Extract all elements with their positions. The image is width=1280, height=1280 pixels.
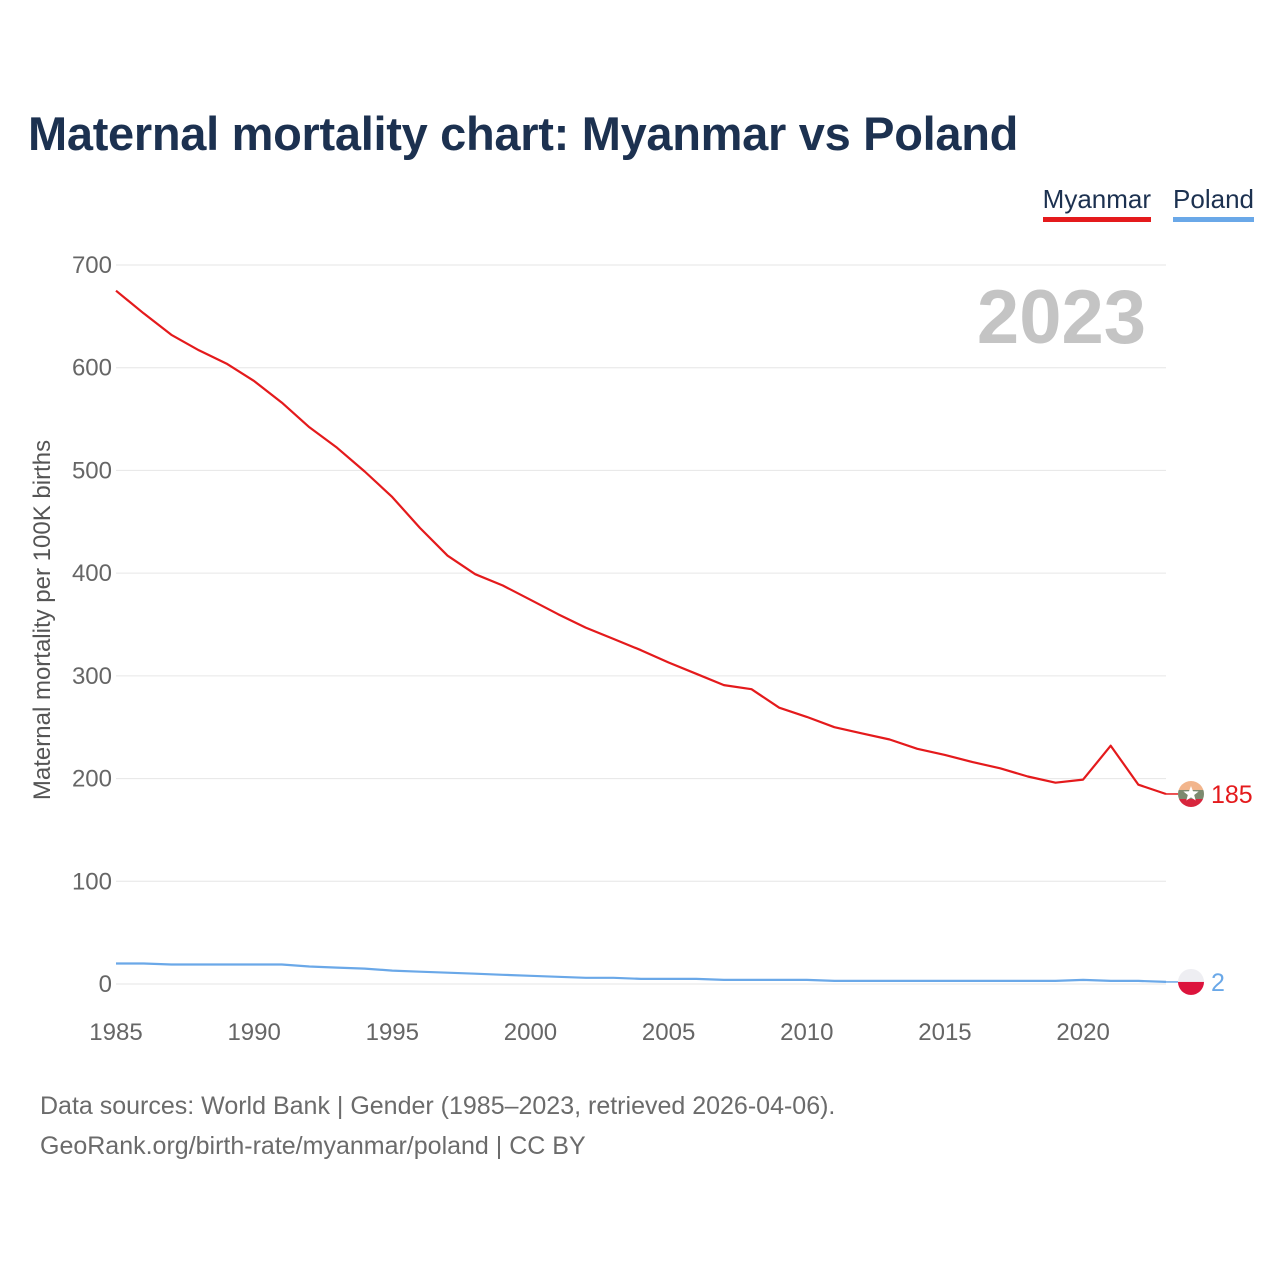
- x-tick-label-2000: 2000: [504, 1019, 557, 1046]
- y-tick-label-100: 100: [72, 868, 112, 895]
- x-tick-label-2015: 2015: [918, 1019, 971, 1046]
- y-tick-label-0: 0: [99, 971, 112, 998]
- y-tick-label-300: 300: [72, 663, 112, 690]
- flag-icon-myanmar: [1178, 780, 1204, 807]
- y-tick-label-600: 600: [72, 355, 112, 382]
- end-value-label-myanmar: 185: [1211, 781, 1253, 809]
- source-line-1: Data sources: World Bank | Gender (1985–…: [40, 1092, 836, 1120]
- y-tick-label-700: 700: [72, 252, 112, 279]
- legend-item-myanmar[interactable]: Myanmar: [1042, 184, 1152, 222]
- x-tick-label-2010: 2010: [780, 1019, 833, 1046]
- flag-icon-poland: [1178, 968, 1204, 995]
- x-tick-label-1995: 1995: [366, 1019, 419, 1046]
- chart-title: Maternal mortality chart: Myanmar vs Pol…: [28, 107, 1019, 160]
- y-tick-label-200: 200: [72, 766, 112, 793]
- x-tick-label-2005: 2005: [642, 1019, 695, 1046]
- y-axis-ticks: 0 100 200 300 400 500 600 700: [72, 252, 112, 998]
- y-tick-label-500: 500: [72, 457, 112, 484]
- series-lines: [115, 289, 1167, 983]
- x-axis-ticks: 1985 1990 1995 2000 2005 2010 2015 2020: [89, 1019, 1109, 1046]
- x-tick-label-2020: 2020: [1056, 1019, 1109, 1046]
- y-tick-label-400: 400: [72, 560, 112, 587]
- grid-lines: [116, 264, 1166, 985]
- legend: Myanmar Poland: [1042, 184, 1254, 222]
- y-axis-title: Maternal mortality per 100K births: [29, 440, 56, 800]
- year-watermark: 2023: [976, 275, 1146, 360]
- end-value-label-poland: 2: [1211, 969, 1225, 997]
- legend-item-poland[interactable]: Poland: [1173, 184, 1254, 222]
- x-tick-label-1990: 1990: [227, 1019, 280, 1046]
- source-note: Data sources: World Bank | Gender (1985–…: [40, 1086, 835, 1166]
- series-line-myanmar: [115, 289, 1167, 796]
- source-line-2[interactable]: GeoRank.org/birth-rate/myanmar/poland | …: [40, 1132, 586, 1160]
- series-line-poland: [116, 962, 1167, 983]
- x-tick-label-1985: 1985: [89, 1019, 142, 1046]
